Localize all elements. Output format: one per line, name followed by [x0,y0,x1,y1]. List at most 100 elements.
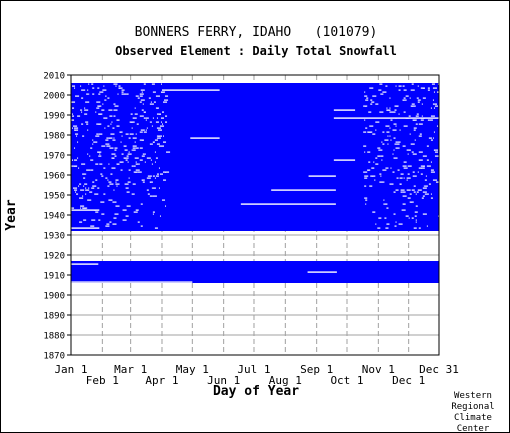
missing-day [155,121,159,123]
missing-day [382,131,385,133]
missing-day [92,93,95,95]
missing-day [403,161,407,163]
missing-day [429,119,433,121]
missing-day [364,175,369,177]
missing-day [98,105,101,107]
credit-text: Western Regional Climate Center [443,391,503,433]
missing-day [384,203,388,205]
missing-day [406,177,411,179]
credit-line: Center [456,424,490,433]
missing-day [89,155,91,157]
missing-day [379,83,383,85]
missing-day [402,203,406,205]
missing-day [85,121,89,123]
missing-segment [71,227,100,229]
missing-day [416,191,419,193]
x-tick-label: Jun 1 [207,374,240,387]
missing-day [161,111,165,113]
missing-day [113,115,116,117]
missing-day [415,115,419,117]
missing-day [384,217,387,219]
y-tick-label: 1920 [43,252,65,262]
missing-day [91,219,96,221]
missing-day [137,221,140,223]
missing-day [75,129,77,131]
missing-day [149,181,151,183]
missing-day [424,185,428,187]
missing-day [364,151,366,153]
missing-day [71,165,74,167]
missing-day [380,155,384,157]
missing-day [121,93,124,95]
missing-day [431,83,435,85]
missing-day [128,151,130,153]
missing-day [137,171,142,173]
missing-day [129,121,133,123]
missing-segment [307,271,337,273]
missing-day [116,125,120,127]
missing-day [395,147,399,149]
missing-day [124,157,129,159]
missing-day [383,199,385,201]
missing-day [166,151,171,153]
y-tick-label: 2000 [43,92,65,102]
missing-day [95,111,97,113]
missing-day [75,95,80,97]
missing-day [121,89,125,91]
missing-day [154,161,156,163]
missing-day [386,207,389,209]
missing-day [112,127,115,129]
x-tick-label: Dec 1 [392,374,425,387]
missing-day [389,111,392,113]
missing-day [415,205,418,207]
missing-day [413,127,417,129]
missing-day [152,91,156,93]
missing-day [398,85,402,87]
missing-day [370,103,373,105]
missing-day [134,141,136,143]
missing-day [129,133,134,135]
missing-day [156,135,160,137]
missing-day [393,137,396,139]
missing-day [110,123,112,125]
missing-day [136,209,139,211]
x-tick-label: Sep 1 [300,363,333,376]
missing-day [74,87,76,89]
missing-day [126,191,130,193]
missing-day [71,119,75,121]
missing-day [124,183,129,185]
missing-day [433,149,438,151]
y-tick-label: 1880 [43,332,65,342]
data-block [71,261,439,283]
missing-day [433,131,435,133]
missing-day [86,169,91,171]
missing-day [139,139,144,141]
missing-day [115,181,117,183]
missing-day [160,91,166,93]
missing-segment [190,137,220,139]
missing-day [116,185,118,187]
missing-day [377,147,381,149]
missing-day [112,157,115,159]
missing-day [410,143,415,145]
missing-day [164,99,169,101]
missing-segment [333,117,439,119]
missing-day [100,201,105,203]
missing-day [421,197,424,199]
missing-day [433,91,435,93]
missing-day [427,89,430,91]
missing-day [421,103,423,105]
missing-day [432,179,437,181]
missing-day [420,173,423,175]
missing-day [418,227,421,229]
missing-day [133,165,136,167]
missing-day [110,173,113,175]
missing-day [82,173,86,175]
missing-day [413,129,416,131]
missing-day [402,145,406,147]
missing-day [152,175,155,177]
missing-day [392,129,397,131]
missing-day [125,133,129,135]
missing-day [434,103,437,105]
